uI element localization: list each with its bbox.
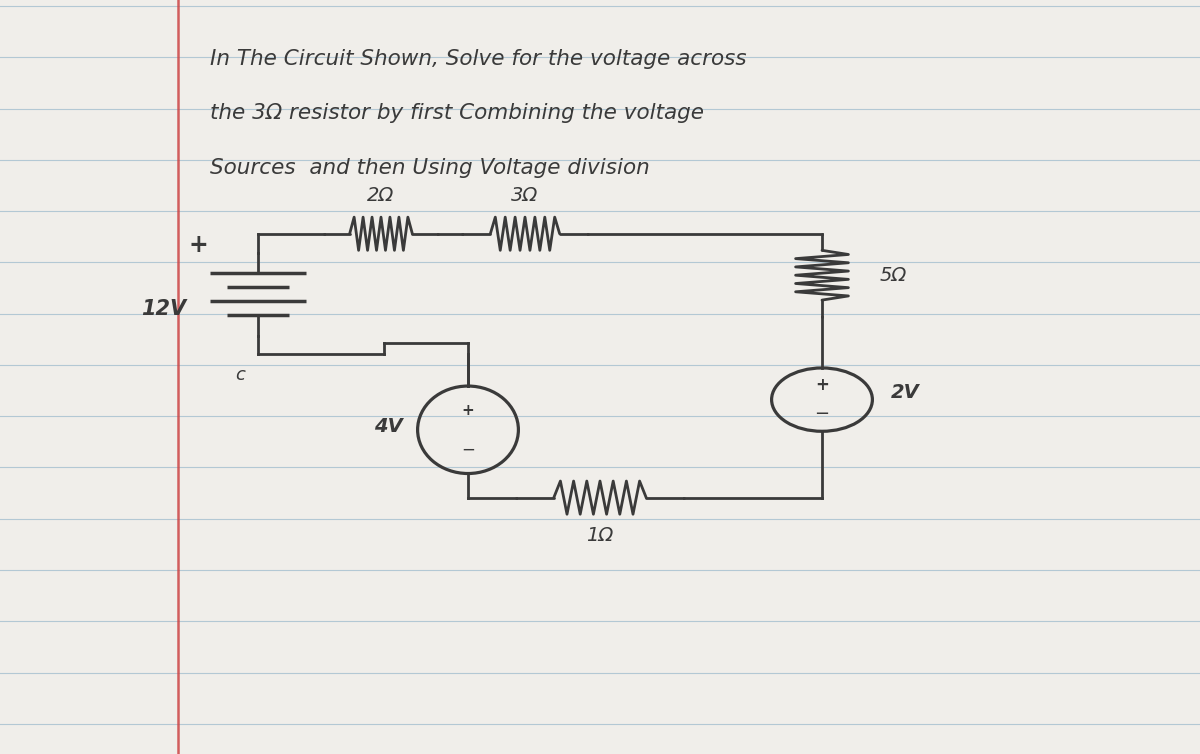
Text: 1Ω: 1Ω bbox=[587, 526, 613, 545]
Text: Sources  and then Using Voltage division: Sources and then Using Voltage division bbox=[210, 158, 649, 178]
Text: −: − bbox=[815, 405, 829, 423]
Text: the 3Ω resistor by first Combining the voltage: the 3Ω resistor by first Combining the v… bbox=[210, 103, 704, 124]
Text: −: − bbox=[461, 440, 475, 458]
Text: +: + bbox=[188, 233, 208, 257]
Text: 5Ω: 5Ω bbox=[880, 265, 907, 285]
Text: 3Ω: 3Ω bbox=[511, 186, 539, 205]
Text: +: + bbox=[815, 376, 829, 394]
Text: +: + bbox=[462, 403, 474, 418]
Text: 12V: 12V bbox=[140, 299, 186, 319]
Text: 4V: 4V bbox=[374, 416, 403, 436]
Text: In The Circuit Shown, Solve for the voltage across: In The Circuit Shown, Solve for the volt… bbox=[210, 49, 746, 69]
Text: 2Ω: 2Ω bbox=[367, 186, 395, 205]
Text: c: c bbox=[235, 366, 245, 384]
Text: 2V: 2V bbox=[890, 382, 919, 402]
